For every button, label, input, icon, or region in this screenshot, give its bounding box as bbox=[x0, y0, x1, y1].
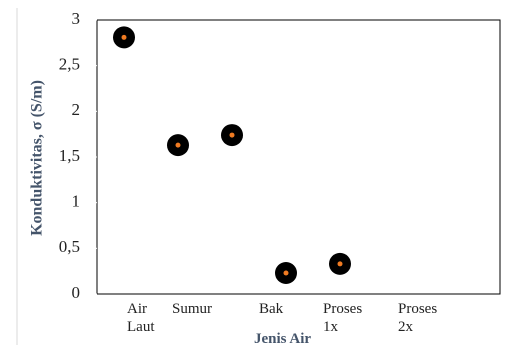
y-tick-label: 1 bbox=[72, 192, 81, 211]
x-tick-label: Proses 2x bbox=[398, 301, 438, 335]
x-tick-label: Proses 1x bbox=[323, 301, 363, 335]
plot-frame bbox=[96, 19, 501, 295]
x-tick-label: Bak bbox=[259, 301, 284, 317]
point bbox=[275, 261, 297, 284]
x-axis-title: Jenis Air bbox=[254, 331, 312, 347]
marker-center bbox=[283, 270, 289, 276]
y-tick-label: 2,5 bbox=[59, 55, 80, 74]
y-tick-label: 0 bbox=[72, 283, 81, 302]
marker-center bbox=[121, 34, 127, 40]
y-tick-label: 0,5 bbox=[59, 237, 80, 256]
marker-center bbox=[175, 142, 181, 148]
x-tick-label: Air Laut bbox=[127, 301, 155, 335]
marker-center bbox=[337, 261, 343, 267]
point bbox=[113, 26, 135, 49]
x-tick-label: Sumur bbox=[172, 301, 213, 317]
point bbox=[167, 134, 189, 157]
y-tick-label: 2 bbox=[72, 100, 81, 119]
y-axis-title: Konduktivitas, σ (S/m) bbox=[29, 80, 46, 236]
y-tick-label: 1,5 bbox=[59, 146, 80, 165]
y-tick-label: 3 bbox=[72, 9, 81, 28]
point bbox=[221, 124, 243, 147]
point bbox=[329, 252, 351, 275]
marker-center bbox=[229, 132, 235, 138]
